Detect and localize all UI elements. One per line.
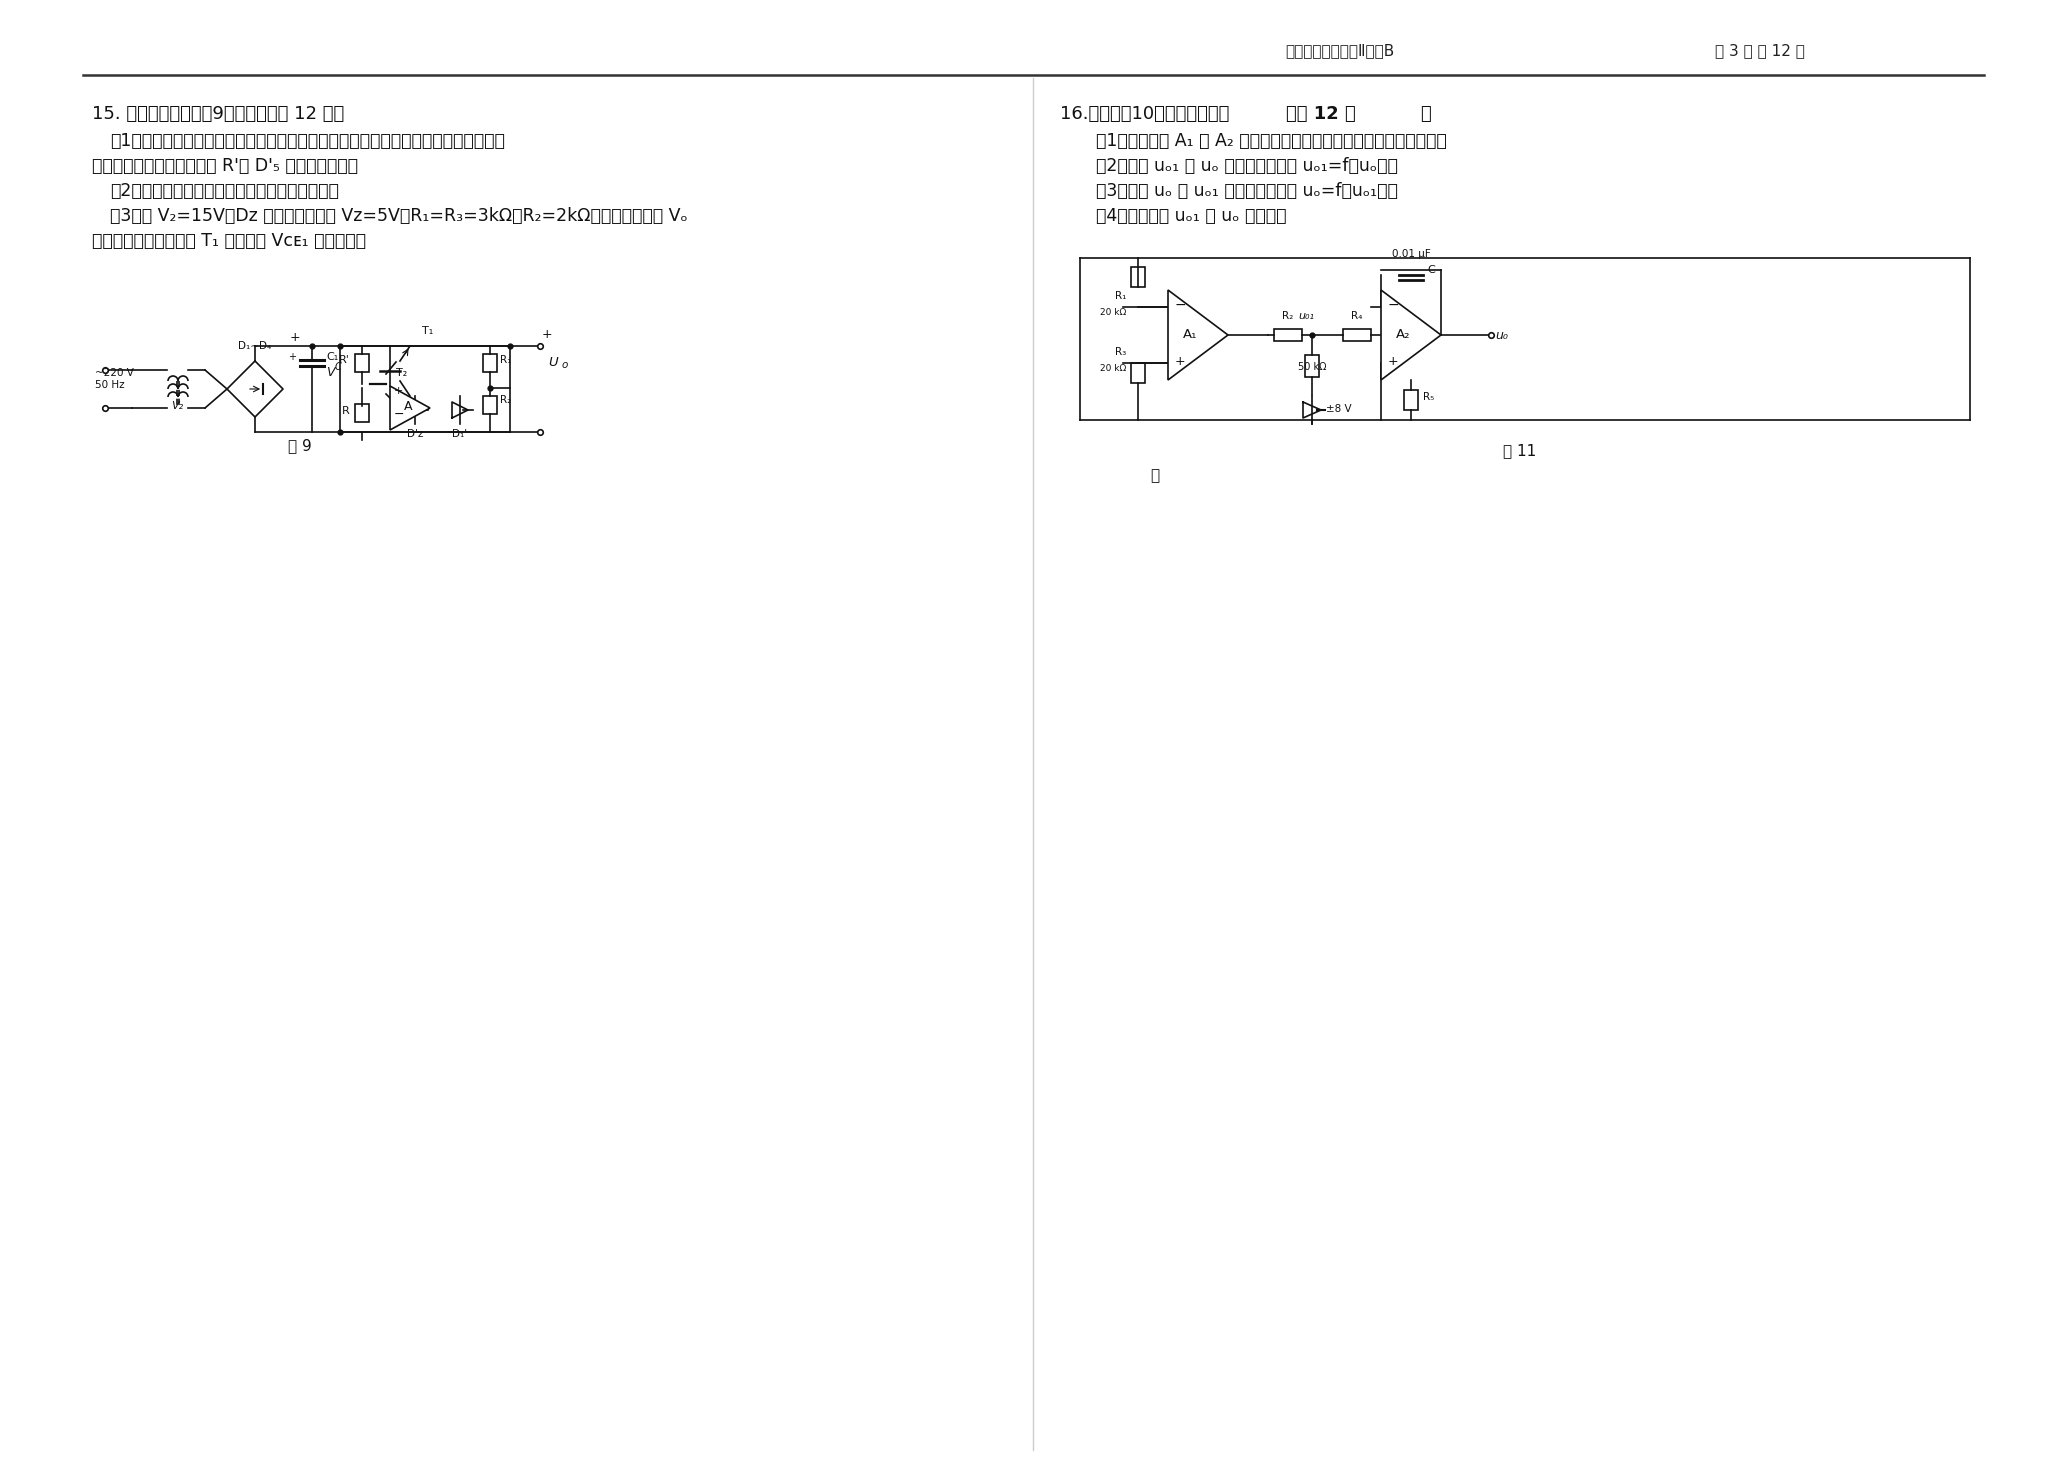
Text: U: U [548,356,558,369]
Bar [356,404,370,422]
Text: R₅: R₅ [1422,393,1434,401]
Text: R₁: R₁ [1114,291,1127,301]
Text: 15. 直流稳压电源如图9所示。（本题 12 分）: 15. 直流稳压电源如图9所示。（本题 12 分） [93,105,345,123]
Text: D₁': D₁' [453,430,467,438]
Bar [484,396,496,413]
Text: +: + [287,351,296,362]
Text: （3）画出 uₒ 与 uₒ₁ 的传输特性曲线 uₒ=f（uₒ₁）；: （3）画出 uₒ 与 uₒ₁ 的传输特性曲线 uₒ=f（uₒ₁）； [1096,182,1397,201]
Text: V: V [327,366,335,379]
Text: （1）说明电路的整流电路的类型，调整管、基准电压、比较放大电路、采样电路等部: （1）说明电路的整流电路的类型，调整管、基准电压、比较放大电路、采样电路等部 [110,131,504,151]
Text: （3）若 V₂=15V，Dz 的反向击穿电压 Vᴢ=5V，R₁=R₃=3kΩ，R₂=2kΩ，写出输出电压 Vₒ: （3）若 V₂=15V，Dz 的反向击穿电压 Vᴢ=5V，R₁=R₃=3kΩ，R… [110,207,688,224]
Text: 20 kΩ: 20 kΩ [1100,308,1127,317]
Text: +: + [1174,356,1186,368]
Text: R₁: R₁ [500,356,511,365]
Bar [1304,356,1319,376]
Text: ±8 V: ±8 V [1327,404,1352,413]
Polygon shape [1381,289,1441,379]
Text: 16.电路如图10，要求如下。（: 16.电路如图10，要求如下。（ [1060,105,1230,123]
Bar [1344,329,1370,341]
Bar [1131,363,1145,382]
Bar [1131,267,1145,286]
Text: ~220 V: ~220 V [95,368,134,378]
Text: 0.01 μF: 0.01 μF [1391,249,1430,258]
Text: V₂: V₂ [172,401,184,410]
Text: R₂: R₂ [500,396,511,404]
Text: A₂: A₂ [1395,328,1410,341]
Text: A₁: A₁ [1182,328,1197,341]
Polygon shape [391,387,430,430]
Bar [356,354,370,372]
Text: 分各由哪些元件组成，元件 R'与 D'₅ 与运放的关系。: 分各由哪些元件组成，元件 R'与 D'₅ 与运放的关系。 [93,156,358,176]
Text: −: − [1174,298,1186,311]
Polygon shape [1168,289,1228,379]
Text: D'z: D'z [407,430,424,438]
Text: R': R' [339,356,349,365]
Text: R₄: R₄ [1352,311,1362,320]
Text: −: − [395,407,405,421]
Text: 题: 题 [1149,468,1160,483]
Text: R₂: R₂ [1282,311,1294,320]
Text: T₁: T₁ [422,326,434,337]
Text: +: + [395,387,403,396]
Text: （1）分别说明 A₁ 和 A₂ 各构成何种类型的电路，最后实现何种功能；: （1）分别说明 A₁ 和 A₂ 各构成何种类型的电路，最后实现何种功能； [1096,131,1447,151]
Bar [1273,329,1302,341]
Text: ）: ） [1420,105,1430,123]
Text: o: o [562,360,568,370]
Text: R: R [343,406,349,416]
Text: −: − [1389,298,1399,311]
Bar [484,354,496,372]
Text: 50 kΩ: 50 kΩ [1298,362,1327,372]
Text: A: A [403,400,411,413]
Text: 第 3 页 共 12 页: 第 3 页 共 12 页 [1716,43,1804,58]
Text: 本题 12 分: 本题 12 分 [1286,105,1356,123]
Text: C: C [335,362,341,372]
Text: （2）画出 uₒ₁ 与 uₒ 的传输特性曲线 uₒ₁=f（uₒ）；: （2）画出 uₒ₁ 与 uₒ 的传输特性曲线 uₒ₁=f（uₒ）； [1096,156,1397,176]
Text: u₀₁: u₀₁ [1298,311,1315,320]
Text: （2）标出集成运放的同相输入端和反相输入端。: （2）标出集成运放的同相输入端和反相输入端。 [110,182,339,201]
Text: （4）定性画出 uₒ₁ 与 uₒ 的波形。: （4）定性画出 uₒ₁ 与 uₒ 的波形。 [1096,207,1286,224]
Text: +: + [289,331,300,344]
Text: +: + [1389,356,1399,368]
Text: 图 9: 图 9 [287,438,312,453]
Text: +: + [542,328,552,341]
Bar [1403,390,1418,410]
Text: 20 kΩ: 20 kΩ [1100,365,1127,373]
Text: T₂: T₂ [397,368,407,378]
Text: C₁: C₁ [327,351,339,362]
Text: u₀: u₀ [1494,329,1507,342]
Text: D₁∼D₄: D₁∼D₄ [238,341,271,351]
Text: C: C [1426,266,1434,275]
Text: 的输出电压范围，计算 T₁ 管承受的 Vᴄᴇ₁ 最大压降。: 的输出电压范围，计算 T₁ 管承受的 Vᴄᴇ₁ 最大压降。 [93,232,366,249]
Text: 图 11: 图 11 [1503,443,1536,458]
Text: 50 Hz: 50 Hz [95,379,124,390]
Text: R₃: R₃ [1114,347,1127,357]
Text: 《模拟电子技术（Ⅱ）》B: 《模拟电子技术（Ⅱ）》B [1286,43,1395,58]
